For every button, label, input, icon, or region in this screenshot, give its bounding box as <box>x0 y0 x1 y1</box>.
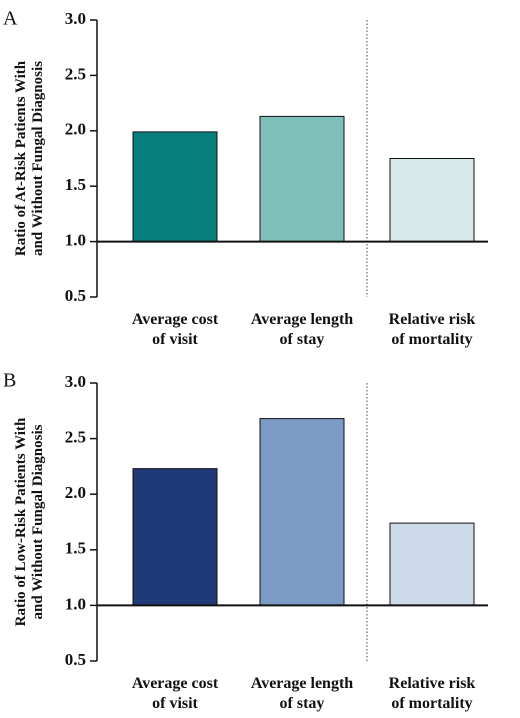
panel-b-category-label-line: Average length <box>251 675 353 692</box>
panel-b-bar-2 <box>259 418 345 606</box>
panel-b-category-label-line: of stay <box>280 695 325 712</box>
panel-a-category-label-3: Relative risk of mortality <box>389 311 476 348</box>
panel-a-y-tick-label: 2.0 <box>65 120 86 139</box>
panel-a-y-tick-label: 1.5 <box>65 175 86 194</box>
panel-a-y-tick-label: 3.0 <box>65 9 86 28</box>
panel-b-category-label-2: Average length of stay <box>251 675 353 712</box>
panel-a-y-tick-label: 1.0 <box>65 231 86 250</box>
panel-b-y-tick-label: 2.0 <box>65 483 86 502</box>
panel-b-bar-3 <box>389 522 475 606</box>
panel-b-bar-1 <box>132 468 218 606</box>
panel-b-ylabel: Ratio of Low-Risk Patients Withand Witho… <box>13 417 46 626</box>
panel-a-category-label-line: of mortality <box>391 331 472 348</box>
panel-b: B Ratio of Low-Risk Patients Withand With… <box>3 370 488 712</box>
panel-b-category-label-1: Average cost of visit <box>132 675 219 712</box>
panel-b-y-tick-label: 2.5 <box>65 428 86 447</box>
panel-a-bar-3 <box>389 158 475 243</box>
panel-b-ylabel-line: Ratio of Low-Risk Patients With <box>13 417 29 626</box>
panel-a-ylabel-line: and Without Fungal Diagnosis <box>30 61 46 256</box>
panel-a-bar-2 <box>259 115 345 243</box>
panel-a-label: A <box>3 8 18 30</box>
panel-a-bar-1 <box>132 131 218 243</box>
panel-a-category-label-2: Average length of stay <box>251 311 353 348</box>
panel-a-category-label-line: of visit <box>152 331 198 348</box>
panel-b-ylabel-line: and Without Fungal Diagnosis <box>30 424 46 619</box>
panel-b-y-tick-label: 0.5 <box>65 650 86 669</box>
panel-a-y-tick-label: 2.5 <box>65 64 86 83</box>
panel-a-category-label-line: Average cost <box>132 311 219 328</box>
panel-b-label: B <box>3 370 16 392</box>
panel-a-category-label-line: Relative risk <box>389 311 476 328</box>
panel-b-category-label-3: Relative risk of mortality <box>389 675 476 712</box>
panel-b-y-tick-label: 1.5 <box>65 539 86 558</box>
panel-b-category-label-line: of mortality <box>391 695 472 712</box>
panel-b-category-label-line: Average cost <box>132 675 219 692</box>
panel-a-category-label-line: Average length <box>251 311 353 328</box>
panel-a-ylabel-line: Ratio of At-Risk Patients With <box>13 60 29 256</box>
panel-a-category-label-1: Average cost of visit <box>132 311 219 348</box>
panel-a-category-label-line: of stay <box>280 331 325 348</box>
panel-a-ylabel: Ratio of At-Risk Patients Withand Withou… <box>13 60 46 256</box>
panel-a-y-tick-label: 0.5 <box>65 286 86 305</box>
panel-a: A Ratio of At-Risk Patients Withand Witho… <box>3 8 488 348</box>
panel-b-y-tick-label: 3.0 <box>65 372 86 391</box>
panel-b-y-tick-label: 1.0 <box>65 594 86 613</box>
panel-b-category-label-line: Relative risk <box>389 675 476 692</box>
panel-b-category-label-line: of visit <box>152 695 198 712</box>
